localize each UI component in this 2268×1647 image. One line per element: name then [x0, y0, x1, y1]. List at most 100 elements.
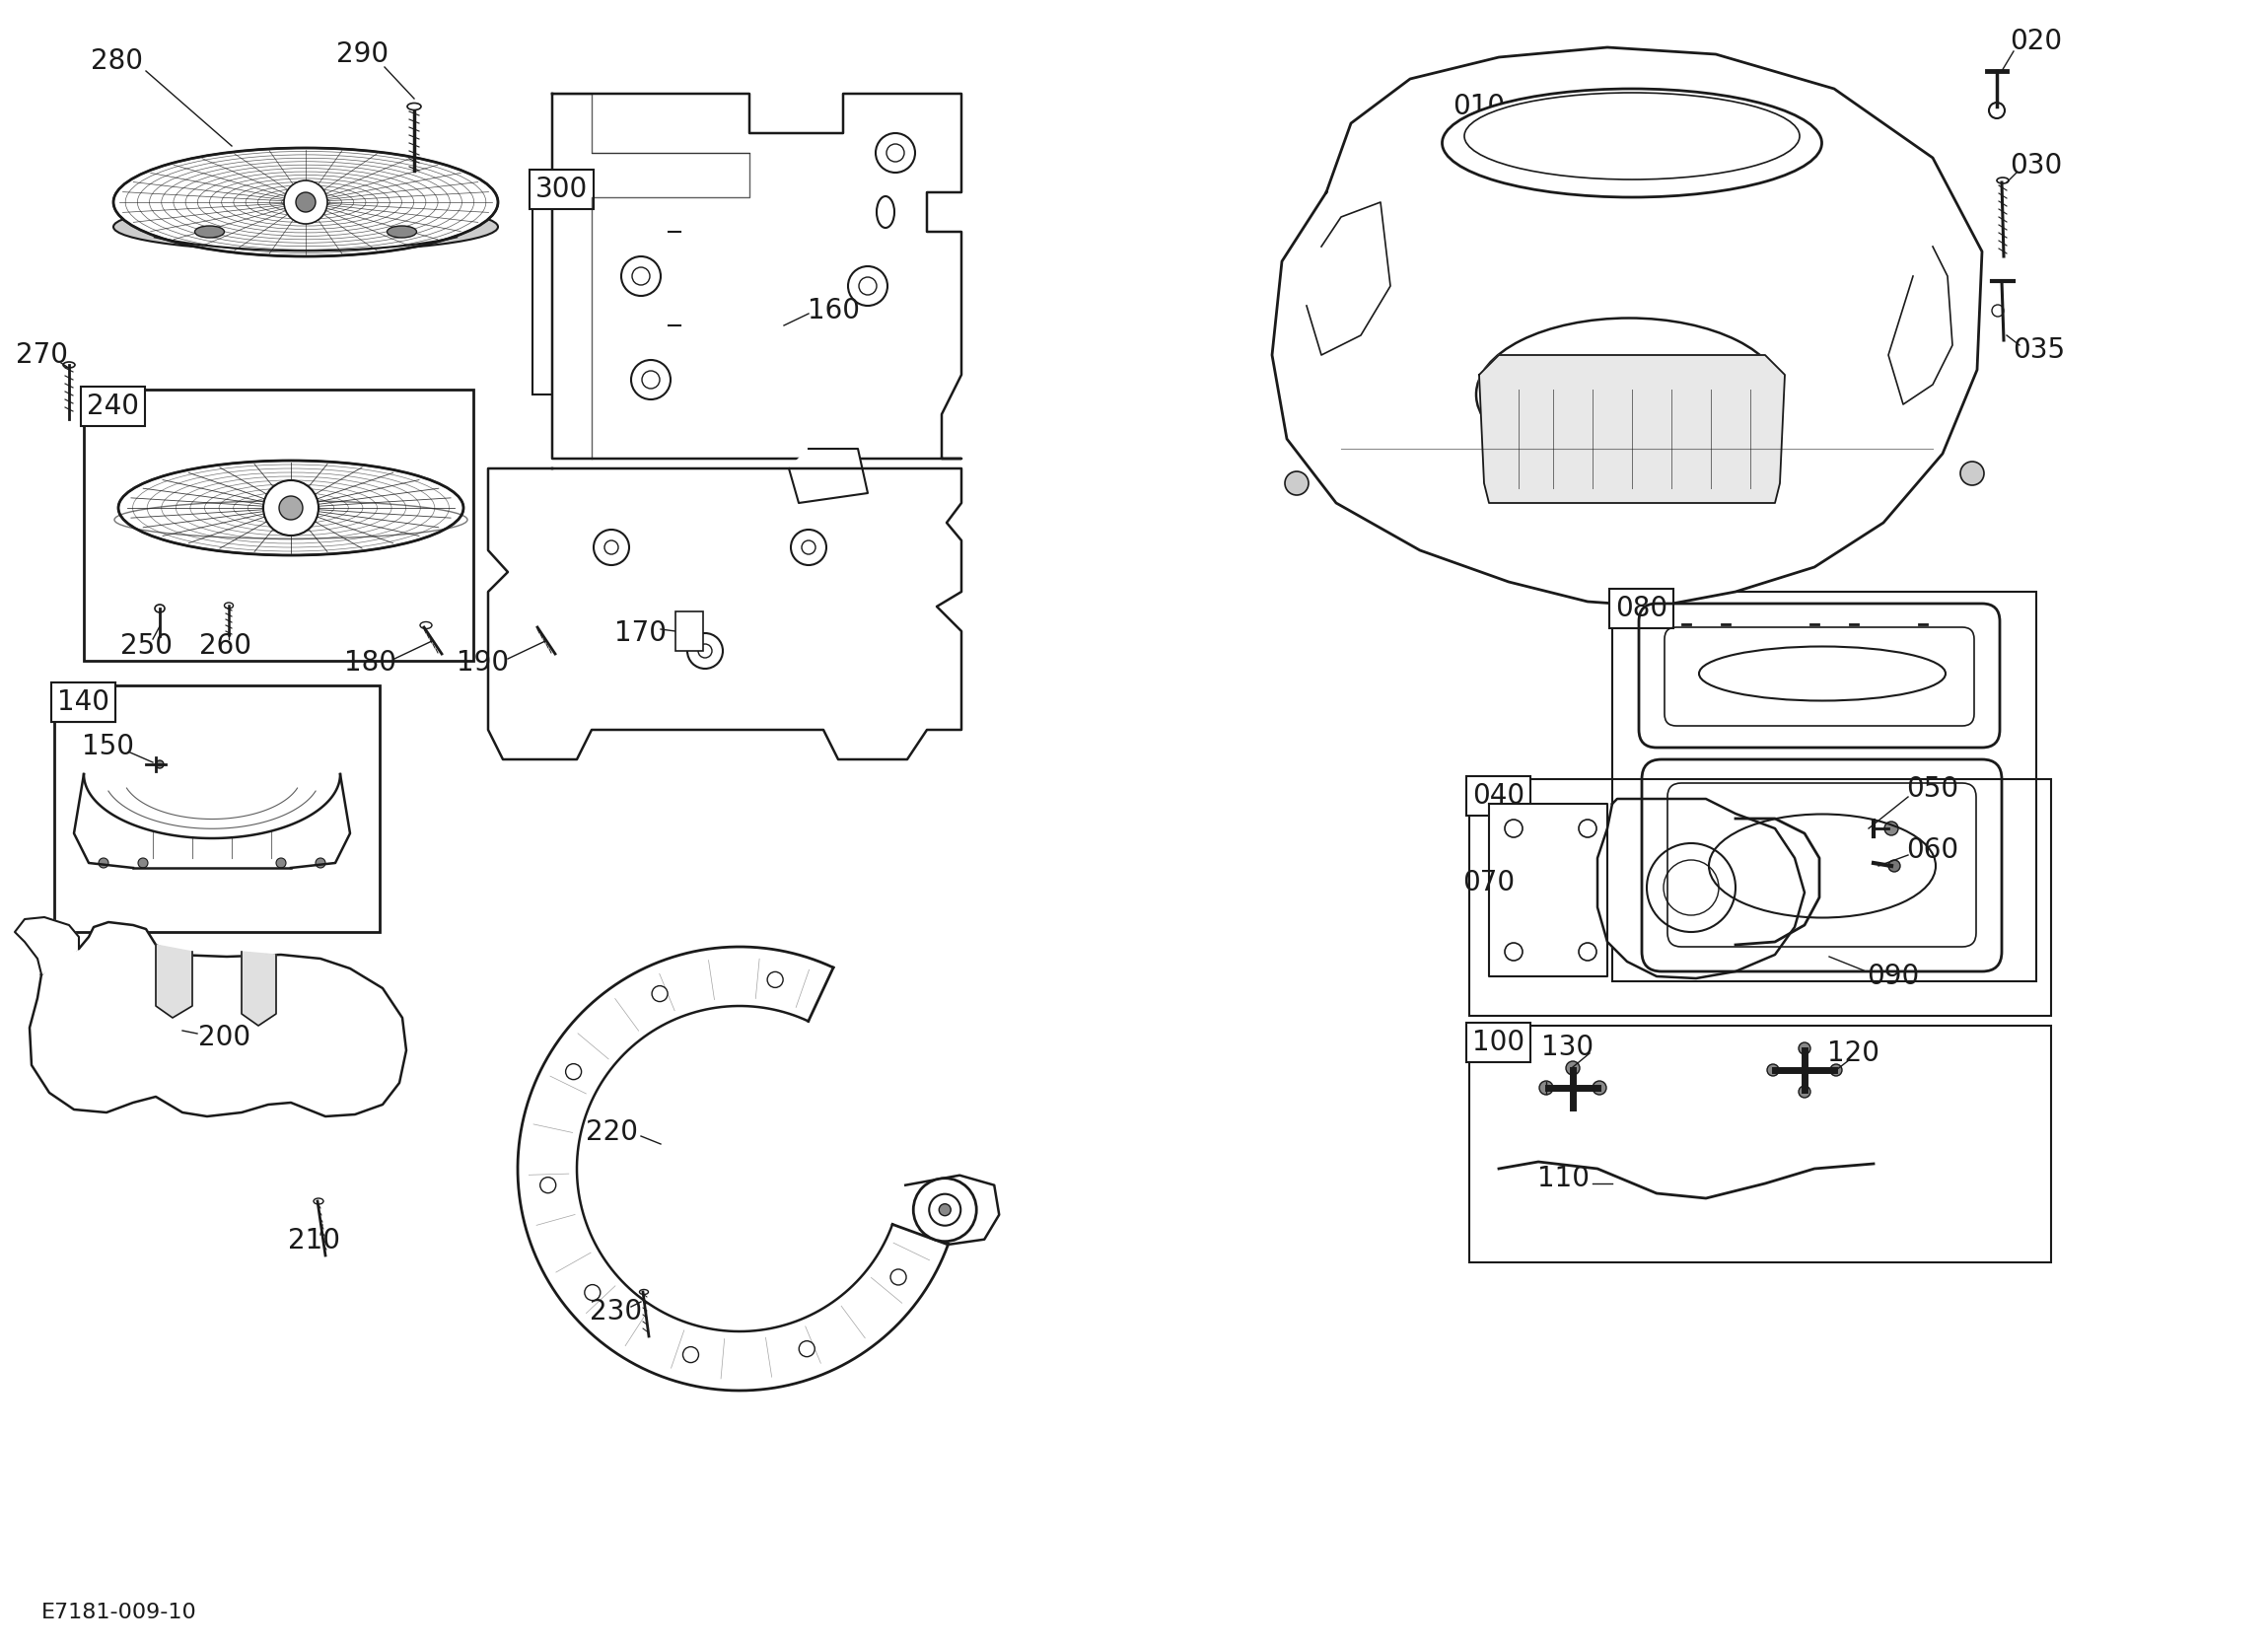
Polygon shape	[1490, 804, 1608, 977]
Text: 180: 180	[345, 649, 397, 677]
Text: E7181-009-10: E7181-009-10	[41, 1603, 197, 1622]
Text: 060: 060	[1907, 837, 1960, 865]
Bar	[676, 611, 703, 651]
Bar	[54, 685, 379, 932]
Text: 020: 020	[2009, 28, 2062, 56]
Bar	[1613, 591, 2037, 982]
Text: 300: 300	[535, 176, 587, 203]
Circle shape	[1989, 102, 2005, 119]
Ellipse shape	[1476, 318, 1783, 471]
Circle shape	[1540, 1080, 1554, 1095]
Text: 230: 230	[590, 1298, 642, 1326]
Ellipse shape	[118, 461, 463, 555]
Circle shape	[585, 1285, 601, 1301]
Circle shape	[914, 1178, 978, 1242]
Circle shape	[660, 224, 676, 240]
Bar	[1470, 779, 2050, 1016]
Circle shape	[891, 1270, 907, 1285]
Circle shape	[98, 858, 109, 868]
Text: 270: 270	[16, 341, 68, 369]
Ellipse shape	[64, 362, 75, 367]
Polygon shape	[16, 917, 79, 975]
Circle shape	[1799, 1043, 1810, 1054]
Text: 290: 290	[336, 41, 390, 68]
Text: 260: 260	[200, 632, 252, 660]
Text: 140: 140	[57, 688, 109, 716]
Circle shape	[277, 858, 286, 868]
Polygon shape	[1479, 356, 1785, 502]
Polygon shape	[243, 952, 277, 1026]
Polygon shape	[156, 945, 193, 1018]
Text: 050: 050	[1907, 776, 1960, 802]
Ellipse shape	[1442, 89, 1821, 198]
Polygon shape	[517, 947, 948, 1390]
Circle shape	[156, 761, 163, 768]
Text: 080: 080	[1615, 595, 1667, 623]
Circle shape	[138, 858, 147, 868]
Text: 220: 220	[585, 1118, 637, 1146]
Circle shape	[1767, 1064, 1778, 1075]
Polygon shape	[905, 1176, 1000, 1245]
Ellipse shape	[195, 226, 225, 237]
Text: 210: 210	[288, 1227, 340, 1255]
Text: 120: 120	[1828, 1039, 1880, 1067]
Circle shape	[660, 318, 676, 333]
Polygon shape	[789, 448, 869, 502]
Circle shape	[295, 193, 315, 212]
Polygon shape	[551, 94, 962, 458]
Circle shape	[1799, 1085, 1810, 1097]
Ellipse shape	[313, 1199, 324, 1204]
Text: 100: 100	[1472, 1029, 1524, 1056]
Circle shape	[315, 858, 324, 868]
Circle shape	[1565, 1061, 1581, 1075]
Circle shape	[1286, 471, 1309, 496]
Bar	[533, 173, 744, 395]
Ellipse shape	[533, 623, 544, 629]
Circle shape	[1592, 1080, 1606, 1095]
Circle shape	[279, 496, 302, 520]
Ellipse shape	[113, 148, 499, 257]
Text: 030: 030	[2009, 152, 2062, 180]
Polygon shape	[1889, 247, 1953, 405]
Ellipse shape	[225, 603, 234, 608]
Text: 090: 090	[1867, 962, 1919, 990]
Polygon shape	[1306, 203, 1390, 356]
Ellipse shape	[1996, 178, 2009, 183]
Circle shape	[540, 1178, 556, 1192]
Text: 170: 170	[615, 619, 667, 647]
Ellipse shape	[640, 1290, 649, 1295]
Ellipse shape	[388, 226, 417, 237]
Ellipse shape	[420, 623, 431, 629]
Text: 110: 110	[1538, 1164, 1590, 1192]
Polygon shape	[1272, 48, 1982, 606]
Circle shape	[1960, 461, 1984, 486]
Polygon shape	[29, 922, 406, 1117]
Bar	[1470, 1026, 2050, 1262]
Circle shape	[1830, 1064, 1842, 1075]
Circle shape	[798, 1341, 814, 1357]
Circle shape	[939, 1204, 950, 1215]
Text: 130: 130	[1542, 1034, 1594, 1061]
Text: 040: 040	[1472, 782, 1524, 810]
Circle shape	[651, 987, 667, 1001]
Text: 280: 280	[91, 48, 143, 76]
Ellipse shape	[113, 203, 499, 252]
Text: 200: 200	[200, 1024, 252, 1051]
Text: 070: 070	[1463, 870, 1515, 896]
Polygon shape	[1597, 799, 1805, 978]
Text: 250: 250	[120, 632, 172, 660]
Ellipse shape	[154, 604, 166, 613]
Polygon shape	[488, 468, 962, 759]
Circle shape	[767, 972, 782, 988]
Circle shape	[1885, 822, 1898, 835]
Text: 150: 150	[82, 733, 134, 761]
Bar	[84, 390, 474, 660]
Circle shape	[284, 181, 327, 224]
Circle shape	[683, 1347, 699, 1362]
Text: 190: 190	[456, 649, 510, 677]
Text: 010: 010	[1454, 92, 1506, 120]
Text: 160: 160	[807, 296, 860, 324]
Circle shape	[565, 1064, 581, 1079]
Circle shape	[930, 1194, 962, 1225]
Text: 140: 140	[57, 688, 109, 716]
